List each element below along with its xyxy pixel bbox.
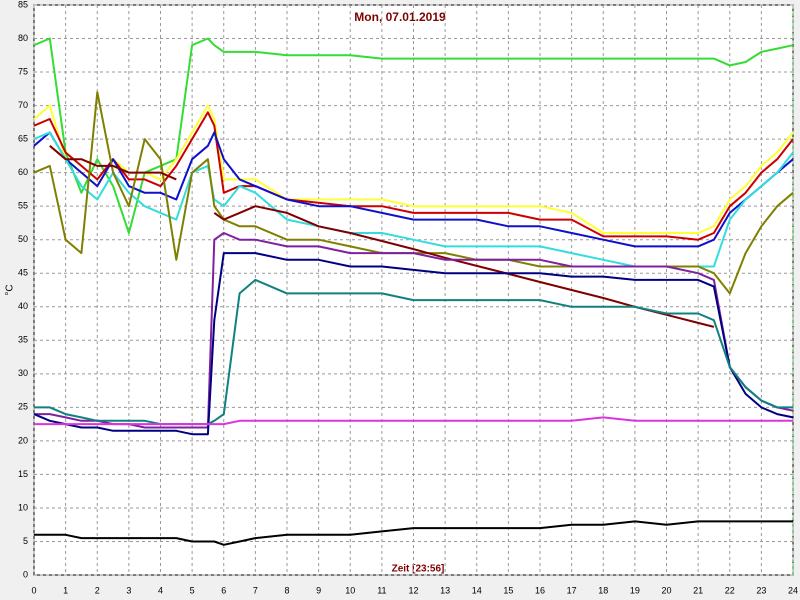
x-tick-label: 17 — [567, 585, 577, 595]
y-tick-label: 35 — [18, 335, 28, 345]
x-tick-label: 18 — [598, 585, 608, 595]
y-tick-label: 20 — [18, 435, 28, 445]
y-tick-label: 30 — [18, 368, 28, 378]
x-tick-label: 7 — [253, 585, 258, 595]
x-tick-label: 19 — [630, 585, 640, 595]
y-tick-label: 5 — [23, 536, 28, 546]
y-tick-label: 70 — [18, 100, 28, 110]
x-tick-label: 4 — [158, 585, 163, 595]
y-tick-label: 75 — [18, 66, 28, 76]
y-tick-label: 80 — [18, 33, 28, 43]
y-tick-label: 25 — [18, 402, 28, 412]
x-tick-label: 3 — [126, 585, 131, 595]
x-tick-label: 1 — [63, 585, 68, 595]
x-tick-label: 10 — [345, 585, 355, 595]
series-line — [34, 278, 793, 426]
series-line — [33, 37, 794, 234]
x-tick-label: 20 — [661, 585, 671, 595]
x-tick-label: 2 — [95, 585, 100, 595]
y-tick-label: 65 — [18, 133, 28, 143]
series-line — [33, 104, 794, 234]
series-line — [33, 252, 794, 436]
series-line — [33, 91, 794, 295]
y-axis-label: °C — [5, 284, 16, 295]
x-tick-label: 0 — [31, 585, 36, 595]
x-tick-label: 12 — [408, 585, 418, 595]
x-tick-label: 8 — [284, 585, 289, 595]
y-tick-label: 55 — [18, 201, 28, 211]
y-tick-label: 45 — [18, 268, 28, 278]
x-tick-label: 5 — [190, 585, 195, 595]
x-tick-label: 6 — [221, 585, 226, 595]
x-tick-label: 21 — [693, 585, 703, 595]
series-line — [34, 520, 793, 546]
x-tick-label: 16 — [535, 585, 545, 595]
x-tick-label: 14 — [472, 585, 482, 595]
y-tick-label: 50 — [18, 234, 28, 244]
chart-title: Mon, 07.01.2019 — [354, 10, 446, 24]
x-tick-label: 22 — [725, 585, 735, 595]
x-tick-label: 13 — [440, 585, 450, 595]
y-tick-label: 10 — [18, 502, 28, 512]
x-tick-label: 24 — [788, 585, 798, 595]
x-axis-label: Zeit [23:56] — [392, 564, 445, 575]
y-tick-label: 60 — [18, 167, 28, 177]
x-tick-label: 23 — [756, 585, 766, 595]
y-tick-label: 15 — [18, 469, 28, 479]
y-tick-label: 85 — [18, 0, 28, 9]
x-tick-label: 11 — [377, 585, 386, 595]
series-line — [34, 416, 793, 426]
x-tick-label: 9 — [316, 585, 321, 595]
y-tick-label: 0 — [23, 569, 28, 579]
x-tick-label: 15 — [503, 585, 513, 595]
y-tick-label: 40 — [18, 301, 28, 311]
series-line — [33, 131, 794, 248]
series-line — [33, 111, 794, 241]
